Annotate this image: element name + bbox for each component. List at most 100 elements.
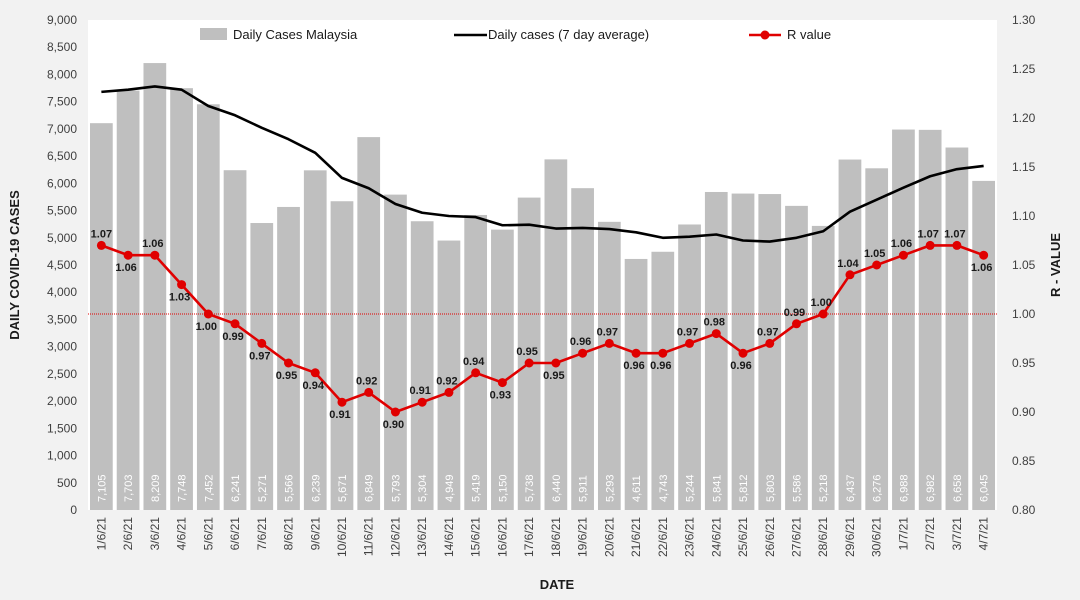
- y-tick-label: 7,500: [47, 95, 77, 109]
- bar-value-label: 8,209: [150, 474, 162, 502]
- r-point: [177, 280, 187, 290]
- bar-value-label: 5,738: [524, 474, 536, 502]
- x-tick-label: 2/7/21: [923, 517, 937, 551]
- x-tick-label: 19/6/21: [576, 517, 590, 557]
- r-value-label: 1.00: [811, 297, 832, 309]
- x-tick-label: 1/7/21: [896, 517, 910, 551]
- bar-value-label: 7,703: [123, 474, 135, 502]
- r-point: [711, 329, 721, 339]
- bar: [811, 225, 835, 511]
- x-tick-label: 9/6/21: [308, 517, 322, 551]
- r-point: [230, 319, 240, 329]
- y2-tick-label: 1.15: [1012, 160, 1036, 174]
- bar-value-label: 6,045: [979, 474, 991, 502]
- r-point: [203, 309, 213, 319]
- y2-axis-title: R - VALUE: [1048, 233, 1063, 297]
- bar-value-label: 7,748: [177, 474, 189, 502]
- x-tick-label: 15/6/21: [469, 517, 483, 557]
- r-point: [96, 240, 106, 250]
- r-point: [631, 348, 641, 358]
- bar: [892, 129, 915, 510]
- r-value-label: 0.97: [249, 350, 270, 362]
- r-value-label: 0.95: [276, 370, 297, 382]
- r-value-label: 1.07: [917, 228, 938, 240]
- r-value-label: 0.96: [730, 360, 751, 372]
- x-tick-label: 21/6/21: [629, 517, 643, 557]
- bar: [410, 221, 434, 510]
- r-point: [417, 397, 427, 407]
- r-value-label: 1.06: [142, 238, 163, 250]
- r-point: [925, 240, 935, 250]
- r-point: [284, 358, 294, 368]
- bar-value-label: 5,803: [765, 474, 777, 502]
- bar-value-label: 6,982: [925, 474, 937, 502]
- bar: [170, 88, 193, 511]
- bar: [517, 197, 541, 510]
- r-point: [257, 338, 267, 348]
- avg-line: [101, 85, 984, 243]
- bar-value-label: 5,304: [417, 474, 429, 502]
- bar-value-label: 5,841: [711, 474, 723, 502]
- x-tick-label: 27/6/21: [789, 517, 803, 557]
- r-value-label: 0.92: [436, 375, 457, 387]
- r-point: [551, 358, 561, 368]
- bar-value-label: 5,812: [738, 474, 750, 502]
- r-value-label: 1.07: [944, 228, 965, 240]
- y-tick-label: 3,000: [47, 340, 77, 354]
- bar: [303, 170, 327, 510]
- r-value-label: 1.06: [115, 262, 136, 274]
- bar: [143, 63, 167, 511]
- r-point: [604, 338, 614, 348]
- x-tick-label: 3/6/21: [148, 517, 162, 551]
- x-axis-title: DATE: [540, 577, 575, 592]
- y-tick-label: 0: [70, 503, 77, 517]
- bar-value-label: 4,743: [658, 474, 670, 502]
- line-series-r-value: 1.07 1.06 1.06 1.03 1.00 0.99 0.97 0.95 0.94 0.91…: [91, 228, 993, 431]
- bar-value-label: 6,437: [845, 474, 857, 502]
- y2-tick-label: 1.30: [1012, 13, 1036, 27]
- r-value-label: 0.93: [490, 390, 511, 402]
- r-point: [390, 407, 400, 417]
- x-tick-label: 3/7/21: [950, 517, 964, 551]
- bar-value-label: 5,271: [257, 474, 269, 502]
- legend-label: Daily cases (7 day average): [488, 27, 649, 42]
- r-value-label: 0.99: [222, 331, 243, 343]
- bar-series-daily-cases: 7,105 7,703 8,209 7,748 7,452 6,241 5,271 5,566…: [90, 63, 995, 511]
- r-value-label: 0.92: [356, 375, 377, 387]
- bar-value-label: 4,949: [444, 474, 456, 502]
- r-value-label: 0.94: [303, 380, 325, 392]
- r-point: [524, 358, 534, 368]
- left-axis-ticks: 0 500 1,000 1,500 2,000 2,500 3,000 3,500 4,000 4…: [47, 13, 77, 517]
- bar-value-label: 6,849: [364, 474, 376, 502]
- r-value-label: 1.07: [91, 228, 112, 240]
- bar-value-label: 5,911: [578, 475, 590, 502]
- bar-value-label: 6,658: [952, 474, 964, 502]
- x-tick-label: 28/6/21: [816, 517, 830, 557]
- bar: [785, 205, 808, 510]
- bar-value-label: 5,293: [604, 474, 616, 502]
- bar: [384, 194, 407, 510]
- y2-tick-label: 1.00: [1012, 307, 1036, 321]
- bar-value-label: 6,241: [230, 474, 242, 502]
- r-point: [444, 387, 454, 397]
- r-value-label: 0.90: [383, 419, 404, 431]
- x-tick-label: 18/6/21: [549, 517, 563, 557]
- x-tick-label: 8/6/21: [282, 517, 296, 551]
- bar-value-label: 5,566: [284, 474, 296, 502]
- r-point: [765, 338, 775, 348]
- x-tick-label: 13/6/21: [415, 517, 429, 557]
- r-point: [337, 397, 347, 407]
- y-tick-label: 1,500: [47, 421, 77, 435]
- r-value-label: 0.99: [784, 307, 805, 319]
- legend-swatch-marker: [760, 30, 770, 40]
- bar: [116, 90, 140, 510]
- bar: [90, 123, 113, 510]
- r-value-label: 0.94: [463, 356, 485, 368]
- x-tick-label: 17/6/21: [522, 517, 536, 557]
- x-tick-label: 24/6/21: [709, 517, 723, 557]
- y-tick-label: 8,500: [47, 40, 77, 54]
- bar-value-label: 5,793: [390, 474, 402, 502]
- bar: [544, 159, 568, 510]
- bar: [330, 201, 354, 511]
